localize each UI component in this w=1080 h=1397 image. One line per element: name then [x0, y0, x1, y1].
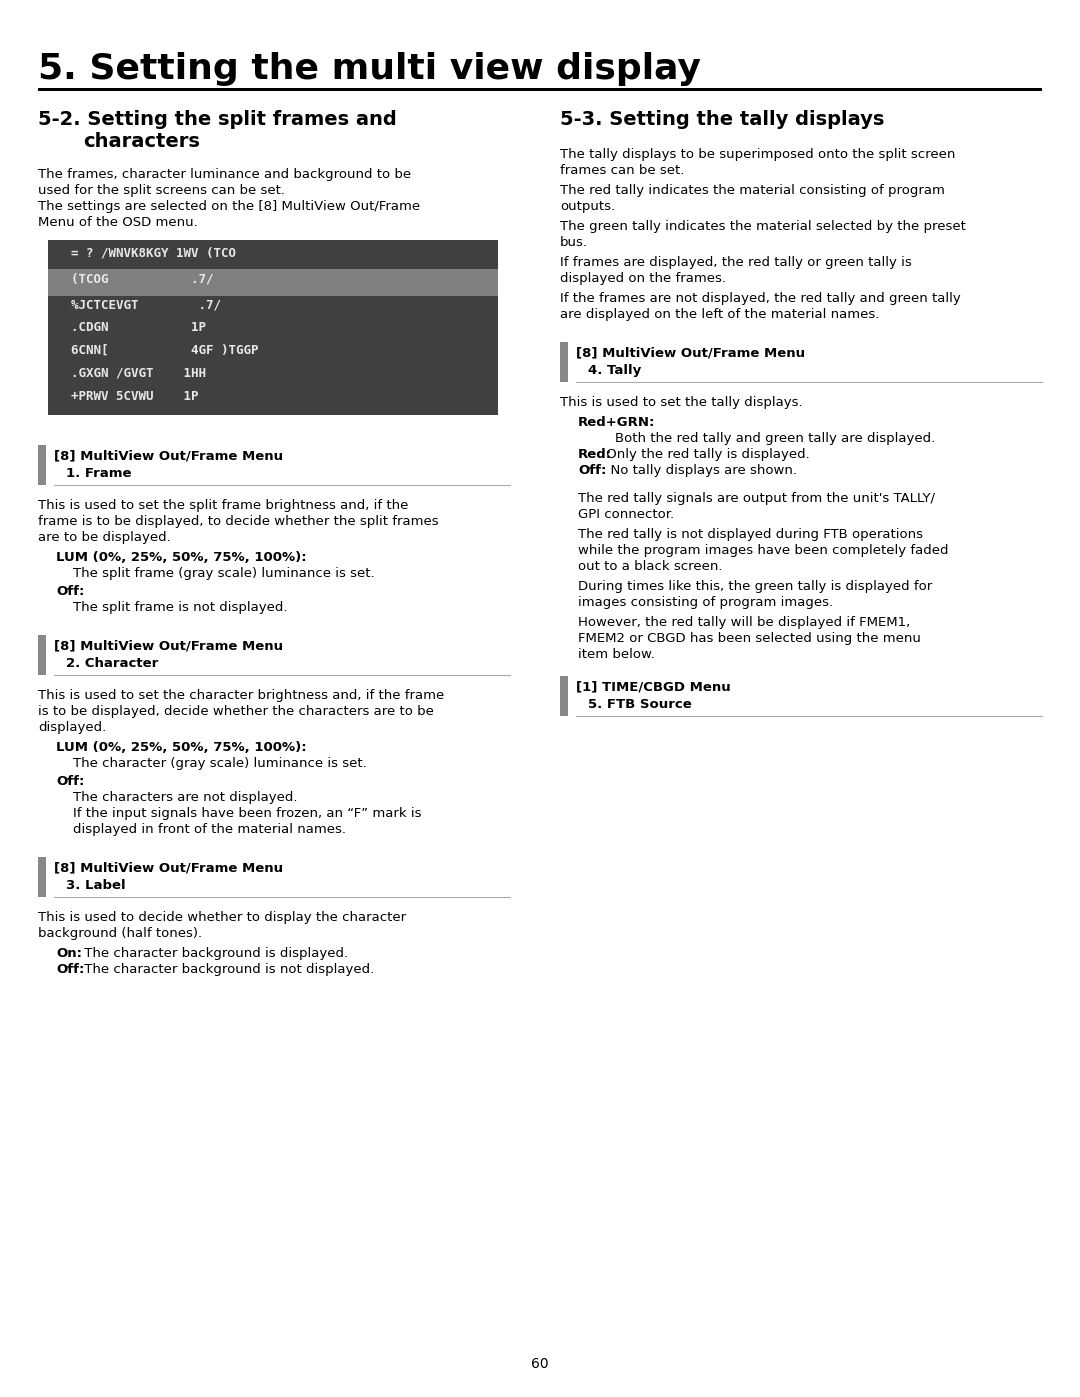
Bar — [561, 676, 568, 717]
Text: are to be displayed.: are to be displayed. — [38, 531, 171, 543]
Text: 5. Setting the multi view display: 5. Setting the multi view display — [38, 52, 701, 87]
Text: 5-3. Setting the tally displays: 5-3. Setting the tally displays — [561, 110, 885, 129]
Text: The tally displays to be superimposed onto the split screen: The tally displays to be superimposed on… — [561, 148, 956, 161]
Text: The frames, character luminance and background to be: The frames, character luminance and back… — [38, 168, 411, 182]
Text: This is used to set the split frame brightness and, if the: This is used to set the split frame brig… — [38, 499, 408, 511]
Text: 1. Frame: 1. Frame — [66, 467, 132, 481]
Text: Menu of the OSD menu.: Menu of the OSD menu. — [38, 217, 198, 229]
Text: The character (gray scale) luminance is set.: The character (gray scale) luminance is … — [73, 757, 367, 770]
Text: The settings are selected on the [8] MultiView Out/Frame: The settings are selected on the [8] Mul… — [38, 200, 420, 212]
Text: No tally displays are shown.: No tally displays are shown. — [602, 464, 797, 476]
Text: During times like this, the green tally is displayed for: During times like this, the green tally … — [578, 580, 932, 592]
Text: frames can be set.: frames can be set. — [561, 163, 685, 177]
Text: 5-2. Setting the split frames and: 5-2. Setting the split frames and — [38, 110, 396, 129]
Text: The characters are not displayed.: The characters are not displayed. — [73, 791, 297, 805]
Text: [8] MultiView Out/Frame Menu: [8] MultiView Out/Frame Menu — [54, 638, 283, 652]
Text: 60: 60 — [531, 1356, 549, 1370]
Text: (TCOG           .7/: (TCOG .7/ — [56, 272, 214, 286]
Text: LUM (0%, 25%, 50%, 75%, 100%):: LUM (0%, 25%, 50%, 75%, 100%): — [56, 550, 307, 564]
Text: However, the red tally will be displayed if FMEM1,: However, the red tally will be displayed… — [578, 616, 910, 629]
Text: bus.: bus. — [561, 236, 588, 249]
Text: The split frame is not displayed.: The split frame is not displayed. — [73, 601, 287, 615]
Text: If the frames are not displayed, the red tally and green tally: If the frames are not displayed, the red… — [561, 292, 961, 305]
Text: FMEM2 or CBGD has been selected using the menu: FMEM2 or CBGD has been selected using th… — [578, 631, 921, 645]
Text: 4. Tally: 4. Tally — [588, 365, 642, 377]
Text: characters: characters — [83, 131, 200, 151]
Text: frame is to be displayed, to decide whether the split frames: frame is to be displayed, to decide whet… — [38, 515, 438, 528]
Text: 6CNN[           4GF )TGGP: 6CNN[ 4GF )TGGP — [56, 344, 258, 358]
Text: [8] MultiView Out/Frame Menu: [8] MultiView Out/Frame Menu — [576, 346, 805, 359]
Text: On:: On: — [56, 947, 82, 960]
Text: 5. FTB Source: 5. FTB Source — [588, 698, 692, 711]
Text: Off:: Off: — [56, 585, 84, 598]
Text: .GXGN /GVGT    1HH: .GXGN /GVGT 1HH — [56, 367, 206, 380]
Text: The character background is displayed.: The character background is displayed. — [80, 947, 348, 960]
Text: This is used to set the character brightness and, if the frame: This is used to set the character bright… — [38, 689, 444, 703]
Text: Red:: Red: — [578, 448, 612, 461]
Text: The character background is not displayed.: The character background is not displaye… — [80, 963, 375, 977]
Text: out to a black screen.: out to a black screen. — [578, 560, 723, 573]
Text: This is used to decide whether to display the character: This is used to decide whether to displa… — [38, 911, 406, 923]
Bar — [38, 446, 46, 485]
Text: images consisting of program images.: images consisting of program images. — [578, 597, 833, 609]
Text: The red tally indicates the material consisting of program: The red tally indicates the material con… — [561, 184, 945, 197]
Bar — [48, 270, 498, 296]
Text: = ? /WNVK8KGY 1WV (TCO: = ? /WNVK8KGY 1WV (TCO — [56, 246, 237, 258]
Text: If frames are displayed, the red tally or green tally is: If frames are displayed, the red tally o… — [561, 256, 912, 270]
Bar — [48, 240, 498, 415]
Text: displayed in front of the material names.: displayed in front of the material names… — [73, 823, 346, 835]
Text: Off:: Off: — [56, 963, 84, 977]
Text: displayed on the frames.: displayed on the frames. — [561, 272, 726, 285]
Text: outputs.: outputs. — [561, 200, 616, 212]
Bar — [38, 856, 46, 897]
Text: Off:: Off: — [578, 464, 606, 476]
Text: .CDGN           1P: .CDGN 1P — [56, 321, 206, 334]
Text: %JCTCEVGT        .7/: %JCTCEVGT .7/ — [56, 298, 221, 312]
Text: The split frame (gray scale) luminance is set.: The split frame (gray scale) luminance i… — [73, 567, 375, 580]
Text: +PRWV 5CVWU    1P: +PRWV 5CVWU 1P — [56, 390, 199, 402]
Bar — [38, 636, 46, 675]
Text: [1] TIME/CBGD Menu: [1] TIME/CBGD Menu — [576, 680, 731, 693]
Text: Both the red tally and green tally are displayed.: Both the red tally and green tally are d… — [615, 432, 935, 446]
Text: 2. Character: 2. Character — [66, 657, 159, 671]
Text: GPI connector.: GPI connector. — [578, 509, 674, 521]
Text: This is used to set the tally displays.: This is used to set the tally displays. — [561, 395, 802, 409]
Text: The green tally indicates the material selected by the preset: The green tally indicates the material s… — [561, 219, 966, 233]
Bar — [561, 342, 568, 381]
Text: Red+GRN:: Red+GRN: — [578, 416, 656, 429]
Bar — [38, 88, 1042, 91]
Text: The red tally is not displayed during FTB operations: The red tally is not displayed during FT… — [578, 528, 923, 541]
Text: are displayed on the left of the material names.: are displayed on the left of the materia… — [561, 307, 879, 321]
Text: Only the red tally is displayed.: Only the red tally is displayed. — [602, 448, 810, 461]
Text: is to be displayed, decide whether the characters are to be: is to be displayed, decide whether the c… — [38, 705, 434, 718]
Text: displayed.: displayed. — [38, 721, 106, 733]
Text: 3. Label: 3. Label — [66, 879, 125, 893]
Text: [8] MultiView Out/Frame Menu: [8] MultiView Out/Frame Menu — [54, 861, 283, 875]
Text: If the input signals have been frozen, an “F” mark is: If the input signals have been frozen, a… — [73, 807, 421, 820]
Text: [8] MultiView Out/Frame Menu: [8] MultiView Out/Frame Menu — [54, 448, 283, 462]
Text: used for the split screens can be set.: used for the split screens can be set. — [38, 184, 285, 197]
Text: while the program images have been completely faded: while the program images have been compl… — [578, 543, 948, 557]
Text: Off:: Off: — [56, 775, 84, 788]
Text: LUM (0%, 25%, 50%, 75%, 100%):: LUM (0%, 25%, 50%, 75%, 100%): — [56, 740, 307, 754]
Text: item below.: item below. — [578, 648, 654, 661]
Text: background (half tones).: background (half tones). — [38, 928, 202, 940]
Text: The red tally signals are output from the unit's TALLY/: The red tally signals are output from th… — [578, 492, 935, 504]
